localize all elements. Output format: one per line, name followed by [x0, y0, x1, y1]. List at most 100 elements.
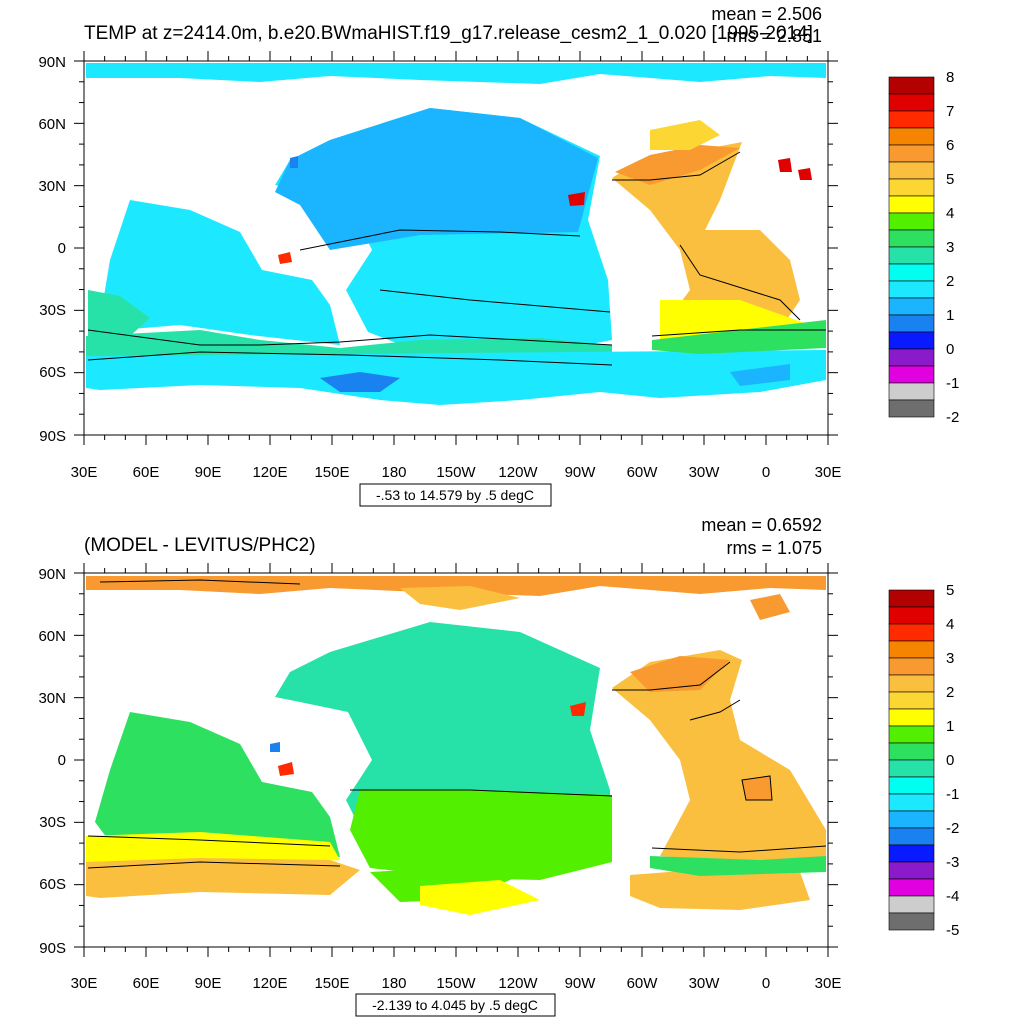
p2-colorbar-box-5: [888, 674, 935, 693]
panel-1-mean: mean = 2.506: [711, 4, 822, 24]
p2-colorbar-box-17: [888, 878, 935, 897]
p1-colorbar-label-9: -1: [946, 375, 959, 392]
p2-lon-90e: 90E: [195, 975, 222, 992]
p2-lat-30s: 30S: [39, 814, 66, 831]
p1-colorbar-box-10: [888, 246, 935, 265]
p2-lon-150w: 150W: [436, 975, 476, 992]
panel-2-mean: mean = 0.6592: [701, 515, 822, 535]
p1-colorbar-box-13: [888, 297, 935, 316]
p1-colorbar-box-8: [888, 212, 935, 231]
p1-colorbar-label-2: 6: [946, 137, 954, 154]
p1-contours: [87, 151, 826, 366]
panel-2-lat-labels: 90N 60N 30N 0 30S 60S 90S: [38, 566, 66, 957]
p1-caribbean: [568, 192, 585, 206]
p2-lon-120w: 120W: [498, 975, 538, 992]
panel-1-ticks: [74, 51, 838, 445]
p1-lon-180: 180: [381, 464, 406, 481]
p2-southern-b: [86, 858, 360, 898]
p1-colorbar-box-2: [888, 110, 935, 129]
p1-lat-60s: 60S: [39, 364, 66, 381]
p1-lon-120e: 120E: [252, 464, 287, 481]
p2-colorbar-box-12: [888, 793, 935, 812]
p2-lon-180: 180: [381, 975, 406, 992]
panel-2-rms: rms = 1.075: [726, 538, 822, 558]
p2-colorbar-box-15: [888, 844, 935, 863]
p2-lon-30e-end: 30E: [815, 975, 842, 992]
p1-colorbar-box-11: [888, 263, 935, 282]
panel-1: TEMP at z=2414.0m, b.e20.BWmaHIST.f19_g1…: [38, 4, 959, 507]
p2-lon-30w: 30W: [689, 975, 721, 992]
p2-colorbar-label-2: 3: [946, 650, 954, 667]
panel-1-map: [86, 63, 826, 405]
p2-pacific-south: [350, 790, 612, 880]
p1-indian-sw: [88, 290, 150, 340]
p1-colorbar-label-7: 1: [946, 307, 954, 324]
p1-colorbar-box-5: [888, 161, 935, 180]
p2-lat-60n: 60N: [38, 628, 66, 645]
p2-colorbar-box-6: [888, 691, 935, 710]
p1-colorbar-box-0: [888, 76, 935, 95]
p2-contours: [87, 579, 827, 869]
p2-colorbar-label-10: -5: [946, 922, 959, 939]
p1-lon-30e: 30E: [71, 464, 98, 481]
p2-lat-90s: 90S: [39, 940, 66, 957]
p2-colorbar-label-7: -2: [946, 820, 959, 837]
p2-lon-60e: 60E: [133, 975, 160, 992]
p1-lat-0: 0: [58, 240, 66, 257]
p1-colorbar-box-6: [888, 178, 935, 197]
p1-med: [778, 158, 792, 172]
p1-lon-30e-end: 30E: [815, 464, 842, 481]
p2-lat-60s: 60S: [39, 876, 66, 893]
panel-2-map: [86, 576, 827, 915]
p1-lat-30n: 30N: [38, 178, 66, 195]
p1-colorbar-label-10: -2: [946, 409, 959, 426]
p1-red-sea: [798, 168, 812, 180]
p2-weddell: [630, 868, 810, 910]
p2-colorbar-label-0: 5: [946, 582, 954, 599]
p2-atlantic: [612, 650, 826, 862]
p1-colorbar-box-4: [888, 144, 935, 163]
p1-lon-90w: 90W: [565, 464, 597, 481]
p1-lat-90s: 90S: [39, 428, 66, 445]
p1-colorbar-label-5: 3: [946, 239, 954, 256]
p2-colorbar-box-18: [888, 895, 935, 914]
panel-1-lat-labels: 90N 60N 30N 0 30S 60S 90S: [38, 54, 66, 445]
p1-colorbar-box-9: [888, 229, 935, 248]
p2-lat-0: 0: [58, 752, 66, 769]
p1-colorbar-label-3: 5: [946, 171, 954, 188]
p1-arctic: [86, 63, 826, 84]
p2-southern-c: [420, 880, 540, 915]
p1-colorbar-label-4: 4: [946, 205, 954, 222]
p1-lon-150w: 150W: [436, 464, 476, 481]
p1-gulf: [278, 252, 292, 264]
p1-lon-150e: 150E: [314, 464, 349, 481]
p1-lon-120w: 120W: [498, 464, 538, 481]
p2-colorbar-label-9: -4: [946, 888, 959, 905]
p1-japan: [290, 156, 298, 168]
p1-colorbar-box-18: [888, 382, 935, 401]
p1-colorbar-box-15: [888, 331, 935, 350]
p1-lat-30s: 30S: [39, 302, 66, 319]
p2-colorbar-label-1: 4: [946, 616, 954, 633]
p2-colorbar-box-9: [888, 742, 935, 761]
p1-pacific-north: [275, 108, 598, 250]
p1-colorbar-box-7: [888, 195, 935, 214]
p1-colorbar-box-3: [888, 127, 935, 146]
p2-lon-30e: 30E: [71, 975, 98, 992]
p2-colorbar-box-0: [888, 589, 935, 608]
panel-1-range-box: -.53 to 14.579 by .5 degC: [359, 483, 552, 507]
p2-indian: [95, 712, 340, 857]
p2-colorbar-box-8: [888, 725, 935, 744]
panel-2-range-label: -2.139 to 4.045 by .5 degC: [372, 997, 538, 1013]
p2-arctic: [86, 576, 826, 596]
p1-colorbar-box-1: [888, 93, 935, 112]
p2-colorbar-box-7: [888, 708, 935, 727]
p2-colorbar-box-13: [888, 810, 935, 829]
p1-acc: [652, 320, 826, 354]
p1-colorbar-box-17: [888, 365, 935, 384]
p2-colorbar-box-4: [888, 657, 935, 676]
p1-lon-30w: 30W: [689, 464, 721, 481]
p2-lat-30n: 30N: [38, 690, 66, 707]
p1-colorbar-box-12: [888, 280, 935, 299]
p2-caribbean: [570, 702, 586, 716]
